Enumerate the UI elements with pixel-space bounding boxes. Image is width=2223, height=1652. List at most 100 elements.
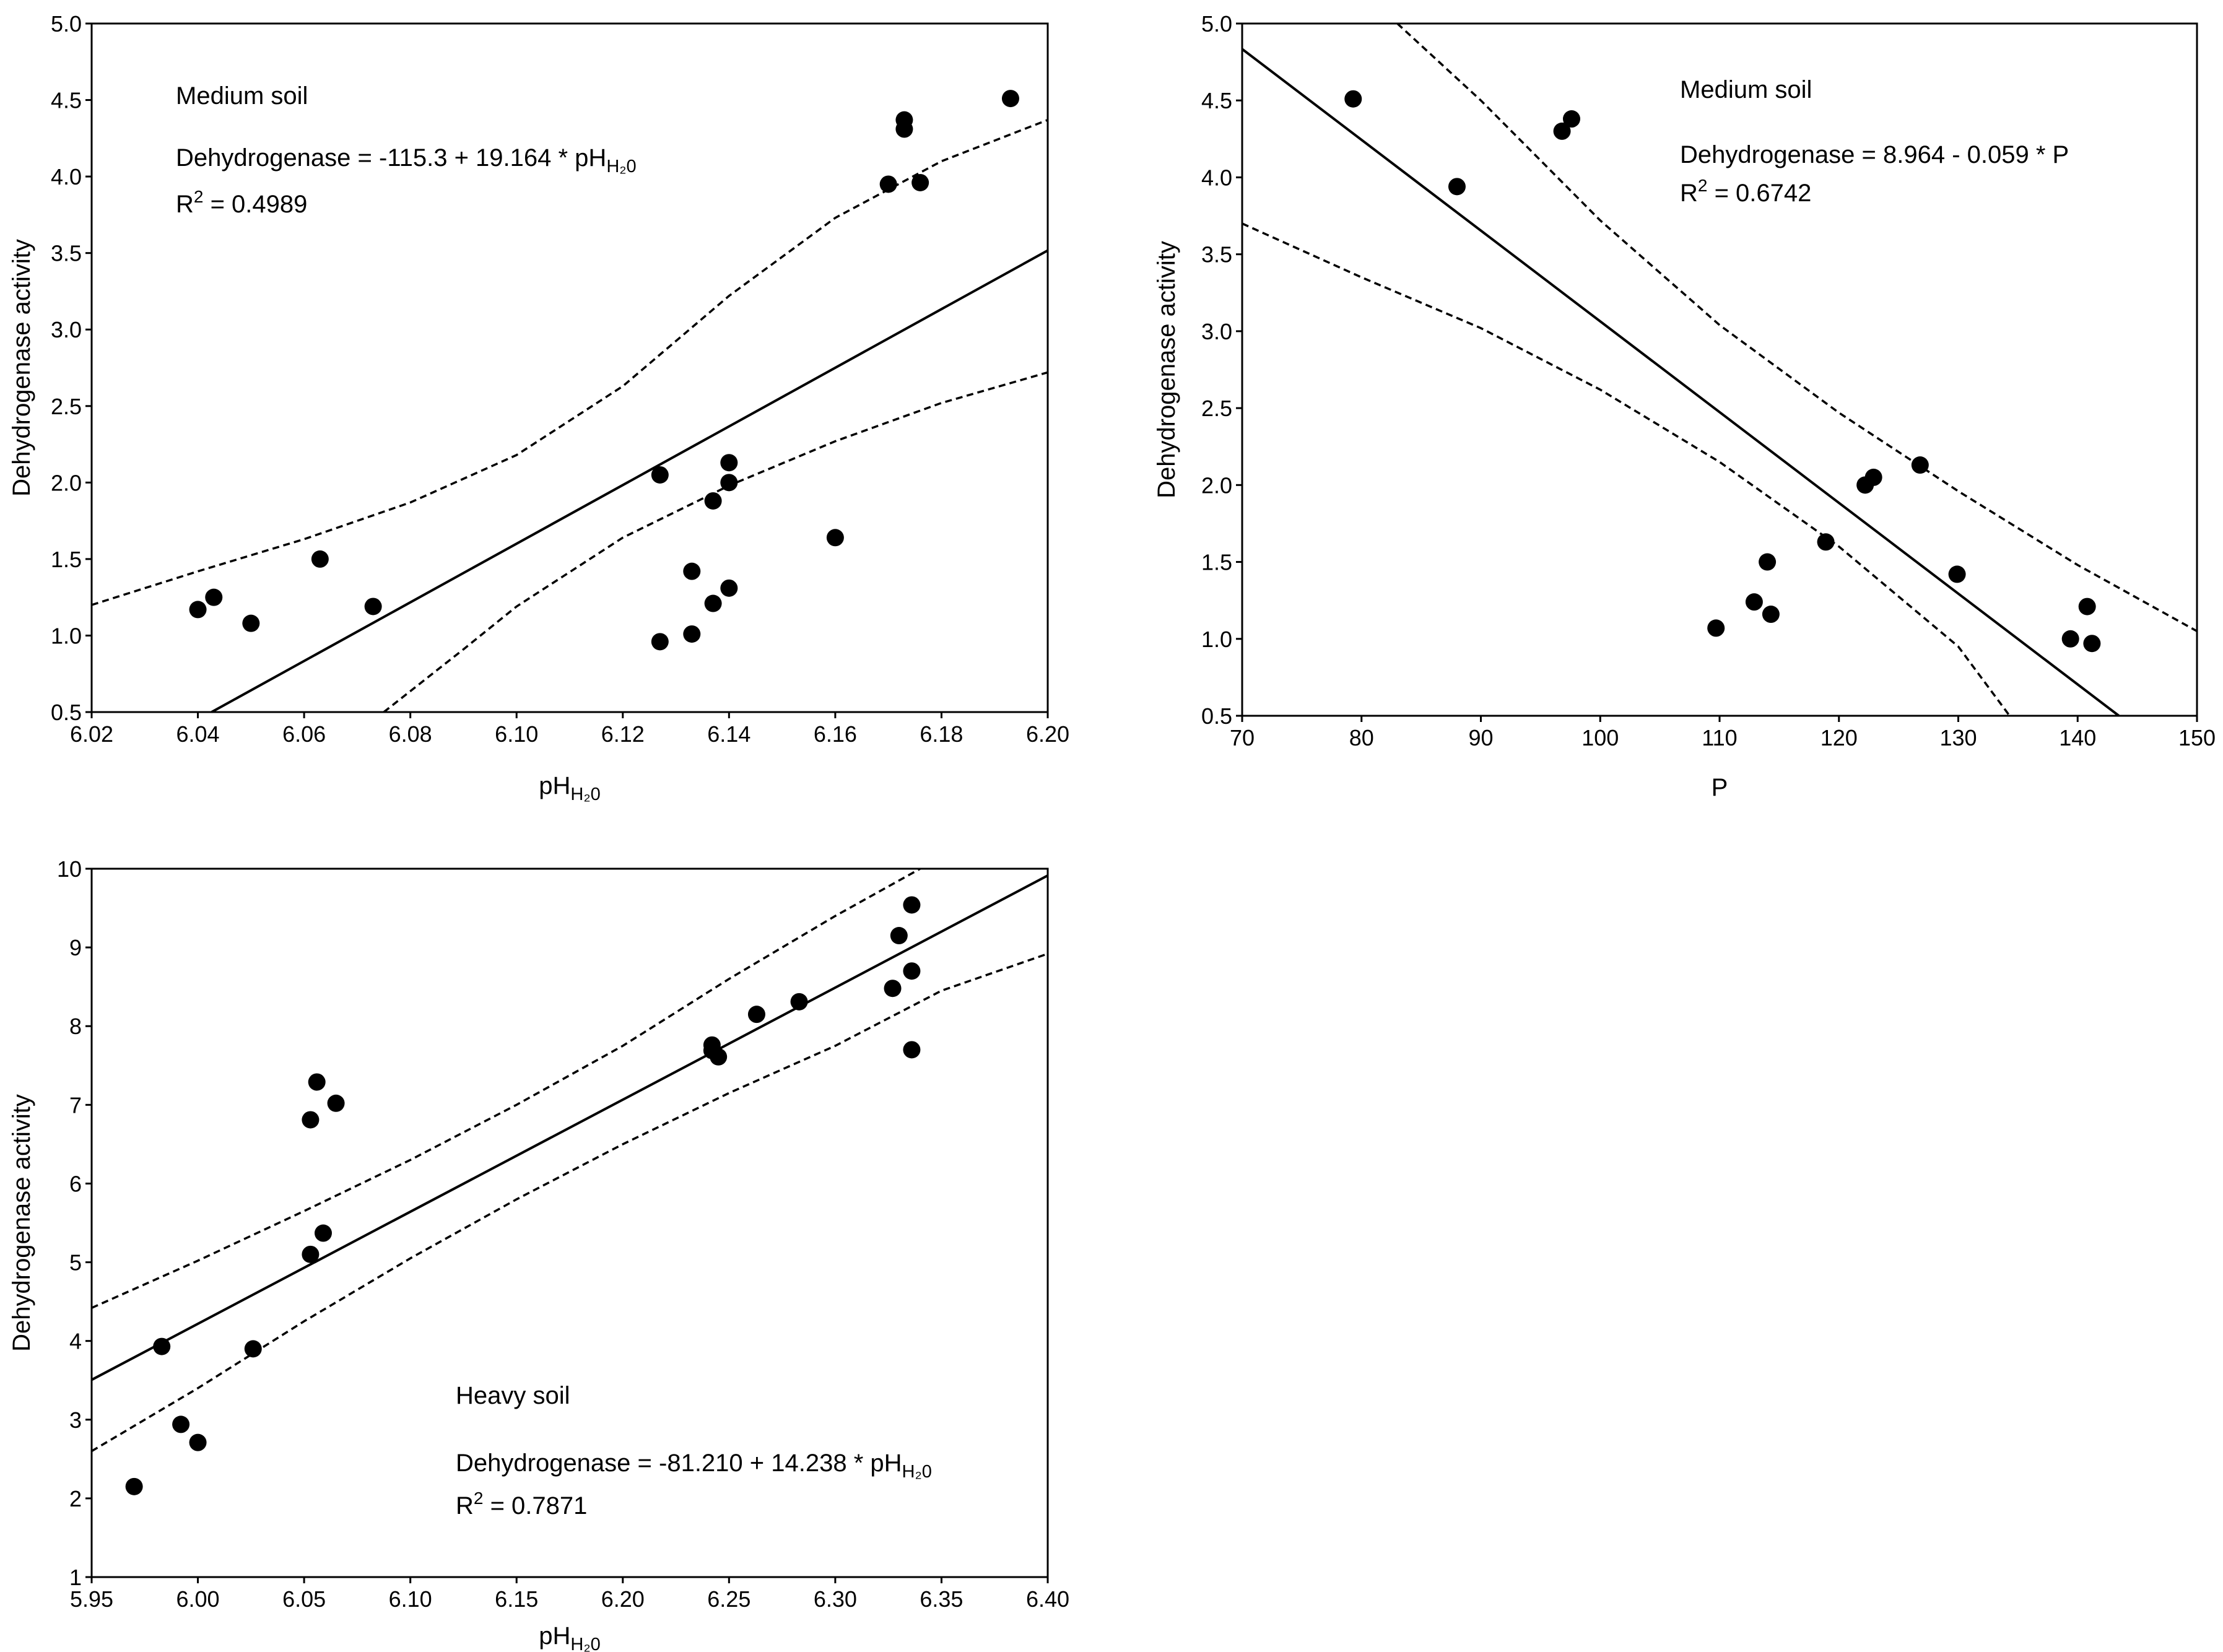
x-tick-label: 6.35 (920, 1586, 963, 1612)
data-point (172, 1415, 190, 1433)
x-tick-label: 140 (2059, 725, 2096, 750)
y-tick-label: 3.0 (1201, 319, 1232, 344)
data-point (242, 614, 260, 632)
x-tick-label: 6.20 (601, 1586, 645, 1612)
axis-ticks: 6.02 6.04 6.06 6.08 6.10 6.12 6.14 6.16 6.18 6.20… (51, 11, 1069, 747)
regression-equation: Dehydrogenase = -81.210 + 14.238 * pHH₂0 (456, 1450, 932, 1482)
data-point (651, 633, 669, 651)
data-point (704, 594, 722, 612)
data-point (903, 896, 921, 914)
y-tick-label: 1.5 (1201, 550, 1232, 575)
data-points (125, 896, 921, 1495)
confidence-band-upper (1396, 22, 2198, 632)
y-tick-label: 1.0 (51, 623, 82, 648)
confidence-band-upper (91, 867, 921, 1309)
y-tick-label: 1.0 (1201, 627, 1232, 652)
y-tick-label: 5.0 (1201, 11, 1232, 37)
y-tick-label: 2.5 (51, 394, 82, 419)
data-point (704, 492, 722, 510)
x-tick-label: 6.18 (920, 721, 963, 747)
x-tick-label: 6.12 (601, 721, 645, 747)
data-point (884, 980, 902, 998)
plot-frame (90, 22, 1049, 713)
x-tick-label: 130 (1939, 725, 1977, 750)
x-axis-label: pHH₂0 (539, 772, 600, 804)
y-tick-label: 1.5 (51, 547, 82, 572)
data-point (1707, 619, 1725, 637)
data-point (895, 111, 913, 129)
x-tick-label: 6.25 (707, 1586, 750, 1612)
y-tick-label: 4.5 (1201, 88, 1232, 113)
regression-equation: Dehydrogenase = -115.3 + 19.164 * pHH₂0 (176, 144, 637, 176)
x-tick-label: 6.00 (176, 1586, 220, 1612)
regression-equation: Dehydrogenase = 8.964 - 0.059 * P (1680, 141, 2069, 168)
x-tick-label: 6.14 (707, 721, 750, 747)
y-tick-label: 7 (69, 1092, 82, 1118)
r-squared: R2 = 0.7871 (456, 1489, 587, 1519)
data-point (189, 1433, 207, 1451)
x-tick-label: 6.15 (495, 1586, 538, 1612)
y-axis-label: Dehydrogenase activity (1153, 241, 1180, 498)
x-tick-label: 150 (2178, 725, 2216, 750)
data-point (911, 173, 929, 191)
y-axis-label: Dehydrogenase activity (8, 1094, 35, 1352)
y-tick-label: 4.5 (51, 88, 82, 113)
y-tick-label: 10 (57, 856, 82, 882)
y-tick-label: 9 (69, 935, 82, 960)
y-tick-label: 6 (69, 1171, 82, 1196)
data-point (879, 175, 897, 193)
x-tick-label: 6.30 (814, 1586, 857, 1612)
axis-ticks: 5.95 6.00 6.05 6.10 6.15 6.20 6.25 6.30 6.35 6.40… (57, 856, 1069, 1612)
y-tick-label: 3.5 (51, 241, 82, 266)
data-point (903, 1041, 921, 1059)
data-point (364, 598, 382, 615)
data-point (125, 1477, 143, 1495)
y-tick-label: 4.0 (1201, 165, 1232, 190)
x-tick-label: 6.05 (282, 1586, 326, 1612)
y-tick-label: 8 (69, 1014, 82, 1039)
data-point (2078, 598, 2096, 615)
y-tick-label: 3.5 (1201, 242, 1232, 267)
x-tick-label: 5.95 (70, 1586, 113, 1612)
data-point (189, 601, 207, 619)
data-point (1864, 468, 1882, 486)
data-point (311, 550, 329, 568)
x-tick-label: 6.08 (389, 721, 432, 747)
chart-panel-ph-heavy-soil: 5.95 6.00 6.05 6.10 6.15 6.20 6.25 6.30 6.35 6.40… (8, 856, 1069, 1652)
x-tick-label: 6.20 (1026, 721, 1069, 747)
data-point (720, 454, 738, 472)
data-point (1745, 593, 1763, 611)
regression-line-group (91, 874, 1048, 1381)
data-point (903, 962, 921, 980)
data-point (2083, 635, 2101, 653)
y-tick-label: 4.0 (51, 164, 82, 189)
x-axis-label: P (1712, 774, 1728, 801)
x-tick-label: 6.02 (70, 721, 113, 747)
data-point (302, 1111, 320, 1129)
data-point (720, 474, 738, 492)
data-point (244, 1340, 262, 1358)
data-point (1948, 565, 1966, 583)
data-point (1762, 606, 1780, 624)
data-point (790, 993, 808, 1011)
data-point (205, 588, 223, 606)
x-tick-label: 6.16 (814, 721, 857, 747)
y-tick-label: 1 (69, 1565, 82, 1590)
y-tick-label: 5 (69, 1250, 82, 1276)
y-tick-label: 5.0 (51, 11, 82, 37)
y-tick-label: 3.0 (51, 317, 82, 342)
data-point (651, 466, 669, 484)
annotation-title: Heavy soil (456, 1382, 570, 1409)
data-point (683, 562, 701, 580)
data-point (1553, 122, 1571, 140)
regression-line (1241, 48, 2120, 717)
plot-frame (1241, 22, 2198, 717)
data-point (683, 625, 701, 643)
data-points (189, 90, 1019, 651)
y-tick-label: 4 (69, 1329, 82, 1354)
y-tick-label: 0.5 (51, 700, 82, 725)
regression-line-group (1241, 48, 2120, 717)
y-tick-label: 3 (69, 1407, 82, 1433)
data-point (314, 1224, 332, 1242)
